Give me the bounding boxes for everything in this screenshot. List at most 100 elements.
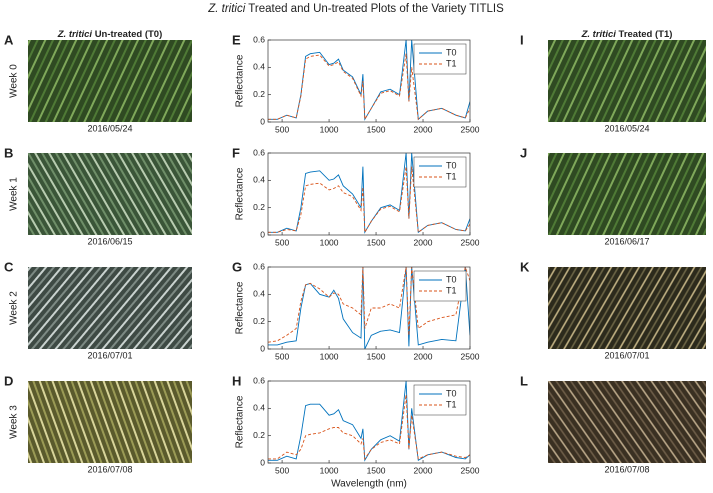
x-tick-label: 2000 xyxy=(414,465,433,475)
date-label: 2016/06/17 xyxy=(604,236,649,246)
panel-letter: C xyxy=(4,259,14,274)
x-tick-label: 500 xyxy=(275,124,289,134)
panel-letter: B xyxy=(4,145,13,160)
x-tick-label: 1500 xyxy=(367,124,386,134)
panel-letter: G xyxy=(232,259,242,274)
series-line xyxy=(268,166,470,234)
legend-label: T0 xyxy=(446,160,457,170)
panel-letter: J xyxy=(520,145,527,160)
y-tick-label: 0.2 xyxy=(253,89,265,99)
x-tick-label: 500 xyxy=(275,465,289,475)
x-tick-label: 1000 xyxy=(320,465,339,475)
x-tick-label: 1000 xyxy=(320,237,339,247)
series-line xyxy=(268,267,470,349)
y-tick-label: 0 xyxy=(260,229,265,239)
y-tick-label: 0.6 xyxy=(253,34,265,44)
photo xyxy=(548,153,706,235)
week-label: Week 2 xyxy=(9,291,20,325)
header-species: Z. tritici xyxy=(581,29,617,40)
date-label: 2016/07/08 xyxy=(604,464,649,474)
title-species: Z. tritici xyxy=(207,3,245,15)
plot-frame xyxy=(267,380,471,464)
panel-letter: L xyxy=(520,373,528,388)
x-tick-label: 2000 xyxy=(414,351,433,361)
photo xyxy=(28,267,192,349)
photo xyxy=(28,153,192,235)
panel-letter: I xyxy=(520,32,524,47)
y-tick-label: 0.2 xyxy=(253,430,265,440)
date-label: 2016/07/08 xyxy=(87,464,132,474)
panel-letter: K xyxy=(520,259,530,274)
legend-label: T1 xyxy=(446,399,457,409)
x-tick-label: 2500 xyxy=(461,465,480,475)
date-label: 2016/05/24 xyxy=(87,123,132,133)
header-text: Un-treated (T0) xyxy=(95,29,163,40)
legend-label: T0 xyxy=(446,47,457,57)
plot-frame xyxy=(267,152,471,236)
panel-letter: A xyxy=(4,32,14,47)
header-species: Z. tritici xyxy=(57,29,93,40)
photo xyxy=(548,267,706,349)
plot-frame xyxy=(267,39,471,123)
figure-title: Z. tritici Treated and Un-treated Plots … xyxy=(207,3,504,15)
legend-box xyxy=(413,156,467,188)
left-header: Z. tritici Un-treated (T0) xyxy=(57,29,163,40)
y-tick-label: 0.6 xyxy=(253,147,265,157)
legend-box xyxy=(413,384,467,416)
photo xyxy=(28,381,192,463)
date-label: 2016/06/15 xyxy=(87,236,132,246)
y-tick-label: 0.2 xyxy=(253,202,265,212)
photo xyxy=(28,40,192,122)
panel-letter: F xyxy=(232,145,240,160)
panel-letter: E xyxy=(232,32,241,47)
series-line xyxy=(268,381,470,462)
y-tick-label: 0 xyxy=(260,343,265,353)
legend-label: T1 xyxy=(446,285,457,295)
legend-box xyxy=(413,43,467,75)
x-tick-label: 1000 xyxy=(320,124,339,134)
week-label: Week 0 xyxy=(9,64,20,98)
y-tick-label: 0.2 xyxy=(253,316,265,326)
week-label: Week 1 xyxy=(9,177,20,211)
series-line xyxy=(268,267,470,343)
title-text: Treated and Un-treated Plots of the Vari… xyxy=(248,3,504,15)
y-axis-label: Reflectance xyxy=(235,167,246,220)
panel-letter: D xyxy=(4,373,13,388)
y-tick-label: 0 xyxy=(260,457,265,467)
y-tick-label: 0.6 xyxy=(253,375,265,385)
y-tick-label: 0.4 xyxy=(253,175,265,185)
y-tick-label: 0.6 xyxy=(253,261,265,271)
x-tick-label: 1500 xyxy=(367,237,386,247)
x-tick-label: 2000 xyxy=(414,124,433,134)
x-tick-label: 2000 xyxy=(414,237,433,247)
x-tick-label: 1500 xyxy=(367,351,386,361)
y-axis-label: Reflectance xyxy=(235,54,246,107)
legend-label: T1 xyxy=(446,171,457,181)
legend-box xyxy=(413,270,467,302)
header-text: Treated (T1) xyxy=(619,29,673,40)
date-label: 2016/07/01 xyxy=(604,350,649,360)
y-tick-label: 0 xyxy=(260,116,265,126)
y-tick-label: 0.4 xyxy=(253,289,265,299)
x-tick-label: 500 xyxy=(275,237,289,247)
legend-label: T0 xyxy=(446,388,457,398)
right-header: Z. tritici Treated (T1) xyxy=(581,29,673,40)
legend-label: T0 xyxy=(446,274,457,284)
series-line xyxy=(268,394,470,461)
plot-frame xyxy=(267,266,471,350)
date-label: 2016/05/24 xyxy=(604,123,649,133)
y-tick-label: 0.4 xyxy=(253,62,265,72)
photo xyxy=(548,40,706,122)
y-tick-label: 0.4 xyxy=(253,403,265,413)
x-axis-label: Wavelength (nm) xyxy=(331,479,407,490)
x-tick-label: 500 xyxy=(275,351,289,361)
panel-letter: H xyxy=(232,373,241,388)
x-tick-label: 1500 xyxy=(367,465,386,475)
x-tick-label: 2500 xyxy=(461,237,480,247)
y-axis-label: Reflectance xyxy=(235,281,246,334)
week-label: Week 3 xyxy=(9,405,20,439)
x-tick-label: 2500 xyxy=(461,351,480,361)
x-tick-label: 1000 xyxy=(320,351,339,361)
legend-label: T1 xyxy=(446,58,457,68)
